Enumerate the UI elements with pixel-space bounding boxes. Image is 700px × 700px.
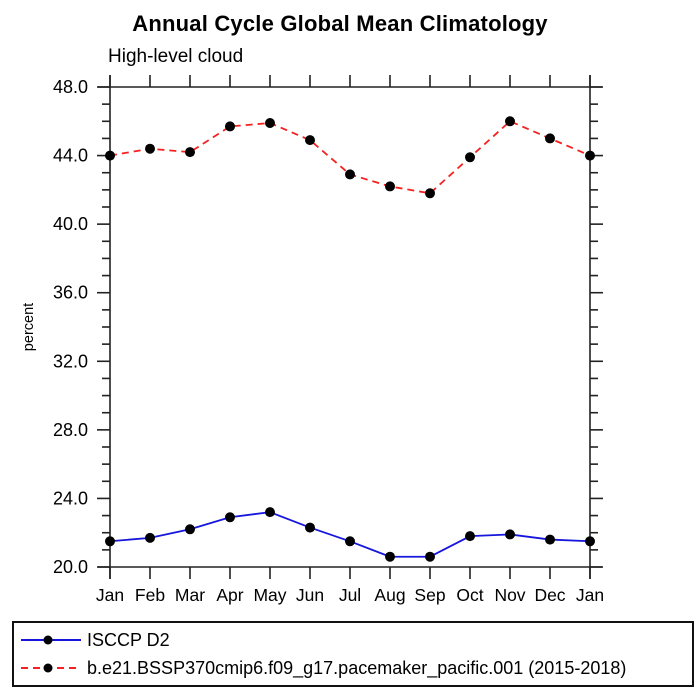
series-line	[109, 120, 591, 195]
data-point	[145, 143, 155, 154]
data-point	[345, 536, 355, 547]
data-point	[545, 534, 555, 545]
x-tick-label: May	[253, 585, 286, 605]
x-tick-label: Feb	[135, 585, 165, 605]
legend-line-sample-solid-blue	[21, 635, 81, 645]
data-point	[185, 147, 195, 158]
x-tick-label: Sep	[414, 585, 445, 605]
data-point	[105, 536, 115, 547]
x-tick-label: Oct	[456, 585, 483, 605]
data-point	[585, 536, 595, 547]
data-point	[505, 116, 515, 127]
y-tick-label: 36.0	[53, 283, 88, 303]
y-tick-label: 20.0	[53, 557, 88, 577]
data-point	[345, 169, 355, 180]
data-point	[465, 152, 475, 163]
data-point	[545, 133, 555, 144]
x-axis-ticks: Jan Feb Mar Apr May Jun Jul Aug Sep Oct Nov Dec Jan	[96, 75, 604, 605]
data-point	[385, 181, 395, 192]
y-tick-label: 32.0	[53, 351, 88, 371]
legend-item-model: b.e21.BSSP370cmip6.f09_g17.pacemaker_pac…	[20, 657, 692, 679]
chart-title: Annual Cycle Global Mean Climatology	[132, 11, 548, 36]
x-tick-label: Jul	[339, 585, 361, 605]
data-point	[305, 135, 315, 146]
data-point	[225, 121, 235, 132]
data-point	[145, 532, 155, 543]
y-tick-label: 44.0	[53, 146, 88, 166]
x-tick-label: Apr	[216, 585, 243, 605]
data-point	[265, 118, 275, 128]
data-point	[505, 529, 515, 540]
y-tick-label: 48.0	[53, 77, 88, 97]
data-point	[305, 522, 315, 533]
plot-area: 20.0 24.0 28.0 32.0 36.0 40.0 44.0 48.0 Jan Feb Ma…	[53, 75, 604, 605]
x-tick-label: Jan	[96, 585, 124, 605]
chart-subtitle: High-level cloud	[108, 46, 244, 67]
x-tick-label: Jan	[576, 585, 604, 605]
data-point	[585, 150, 595, 161]
y-axis-ticks: 20.0 24.0 28.0 32.0 36.0 40.0 44.0 48.0	[53, 77, 603, 577]
legend-label-model: b.e21.BSSP370cmip6.f09_g17.pacemaker_pac…	[87, 657, 627, 678]
legend-item-isccp: ISCCP D2	[20, 629, 692, 651]
data-point	[465, 531, 475, 542]
series-model	[105, 116, 595, 199]
x-tick-label: Dec	[534, 585, 565, 605]
y-tick-label: 28.0	[53, 420, 88, 440]
data-point	[425, 188, 435, 199]
y-tick-label: 40.0	[53, 214, 88, 234]
data-point	[425, 551, 435, 562]
data-point	[225, 512, 235, 523]
data-point	[265, 507, 275, 518]
x-tick-label: Nov	[494, 585, 525, 605]
legend-label-isccp: ISCCP D2	[87, 629, 170, 650]
data-point	[185, 524, 195, 535]
x-tick-label: Jun	[296, 585, 324, 605]
data-point	[105, 150, 115, 161]
x-tick-label: Mar	[175, 585, 205, 605]
legend-line-sample-dashed-red	[21, 663, 81, 673]
series-isccp-d2	[105, 507, 595, 562]
data-point	[385, 551, 395, 562]
x-tick-label: Aug	[374, 585, 405, 605]
y-tick-label: 24.0	[53, 488, 88, 508]
series-line	[109, 511, 591, 558]
legend: ISCCP D2 b.e21.BSSP370cmip6.f09_g17.pace…	[12, 621, 694, 687]
